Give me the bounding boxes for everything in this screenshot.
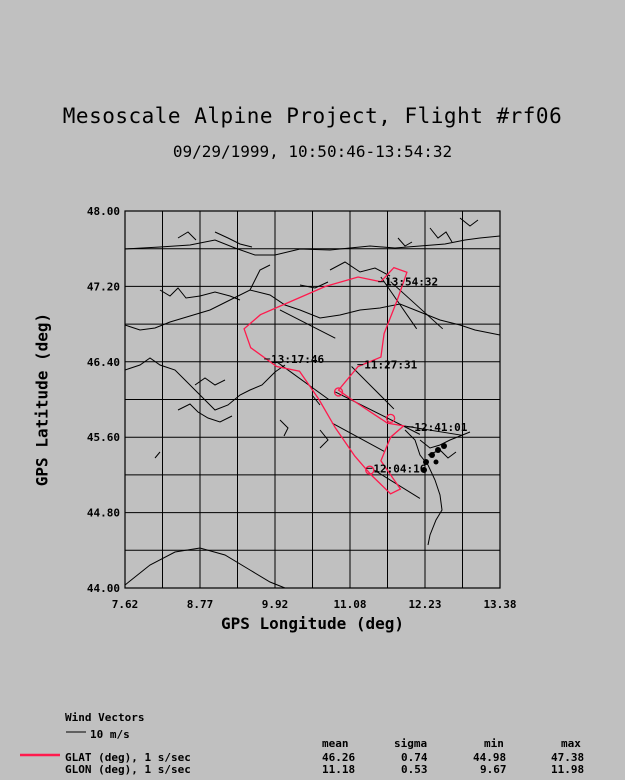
wind-vectors [276,276,463,499]
track-circle-marker [385,413,396,424]
x-tick-label: 11.08 [333,598,366,611]
stats-header-min: min [484,737,504,750]
wind-scale-line [66,731,86,733]
plot-title: Mesoscale Alpine Project, Flight #rf06 [62,104,563,128]
x-tick-label: 7.62 [112,598,139,611]
time-label: 12:04:16 [373,462,426,475]
track-cluster [421,443,447,473]
y-tick-label: 46.40 [87,356,120,369]
time-label: 11:27:31 [364,359,417,372]
y-tick-label: 44.00 [87,582,120,595]
map-grid [124,210,501,589]
flight-track-line [243,266,408,495]
wind-scale-label: 10 m/s [90,728,130,741]
x-axis-label: GPS Longitude (deg) [220,614,405,633]
plot-subtitle: 09/29/1999, 10:50:46-13:54:32 [172,142,453,161]
stats-header-sigma: sigma [394,737,428,750]
y-tick-label: 44.80 [87,507,120,520]
y-tick-label: 47.20 [87,280,120,293]
wind-vector [331,422,385,452]
wind-vector [403,425,463,436]
wind-vector [351,366,395,410]
x-tick-label: 12.23 [408,598,441,611]
glon-min: 9.67 [480,763,507,776]
track-circle-marker [333,387,344,397]
glon-mean: 11.18 [322,763,356,776]
x-tick-label: 8.77 [187,598,214,611]
y-tick-label: 48.00 [87,205,120,218]
glon-sigma: 0.53 [401,763,428,776]
y-axis-label: GPS Latitude (deg) [32,312,52,487]
glat-min: 44.98 [473,751,507,764]
wind-vector [279,309,336,339]
wind-vector [335,391,421,435]
time-labels: 13:54:32 13:17:46 11:27:31 12:41:01 12:04:16 [264,276,468,475]
track-circle-marker [365,465,375,475]
y-tick-label: 45.60 [87,431,120,444]
plot-frame [124,210,501,589]
x-tick-label: 9.92 [262,598,289,611]
glon-max: 11.98 [551,763,585,776]
axis-ticks: 7.62 8.77 9.92 11.08 12.23 13.38 44.00 44.80 45.… [87,205,517,611]
wind-vector [390,281,444,330]
wind-legend-title: Wind Vectors [65,711,145,724]
glat-sigma: 0.74 [401,751,428,764]
time-label: 13:54:32 [385,276,438,289]
glat-legend-label: GLAT (deg), 1 s/sec [65,751,191,764]
circle-markers [333,387,396,475]
stats-header-mean: mean [322,737,349,750]
wind-vector [380,276,418,330]
glat-max: 47.38 [551,751,585,764]
flight-track [243,266,408,495]
time-label: 12:41:01 [414,421,467,434]
glat-legend-line [20,753,60,757]
glon-legend-label: GLON (deg), 1 s/sec [65,763,191,776]
time-label: 13:17:46 [271,353,324,366]
stats-header-max: max [561,737,581,750]
glat-mean: 46.26 [322,751,356,764]
x-tick-label: 13.38 [483,598,516,611]
